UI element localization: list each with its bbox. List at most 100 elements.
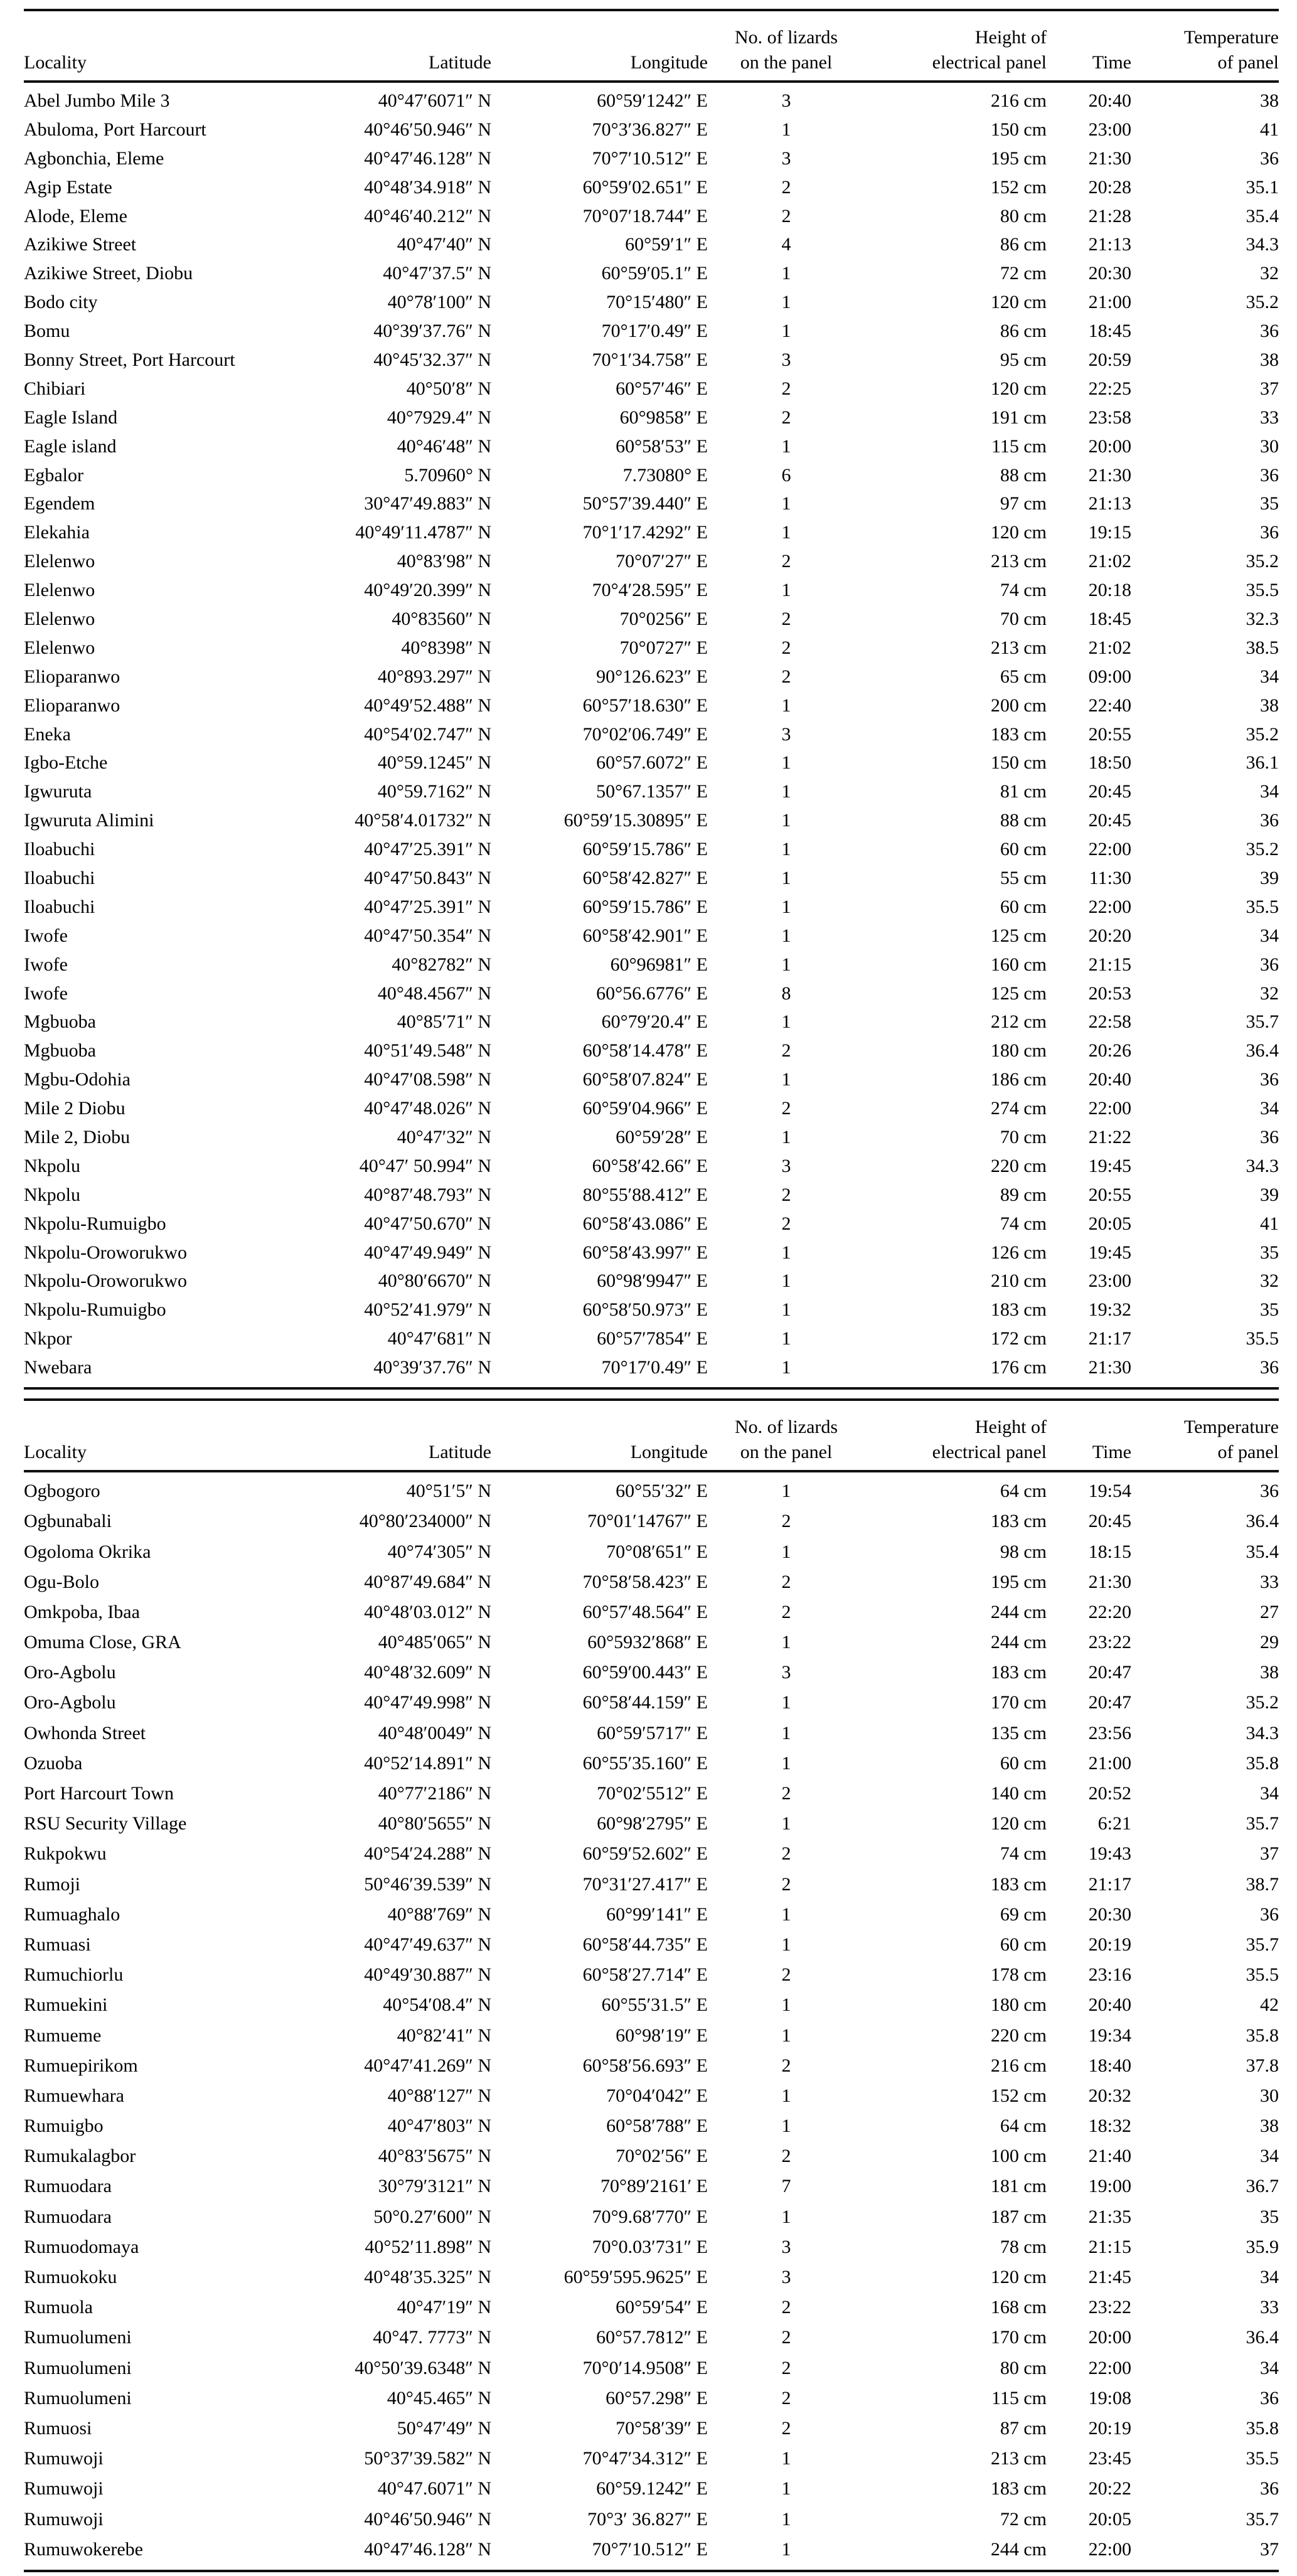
cell-time: 21:22 — [1088, 1127, 1131, 1147]
cell-time: 20:45 — [1088, 1511, 1131, 1532]
cell-lizard-count: 4 — [781, 234, 791, 255]
cell-longitude: 70°89′2161′ E — [600, 2176, 708, 2197]
cell-panel-height: 120 cm — [990, 522, 1047, 543]
cell-temperature: 37 — [1260, 2538, 1279, 2560]
cell-longitude: 70°08′651″ E — [606, 1541, 708, 1562]
table-row: Rumuodara 50°0.27′600″ N 70°9.68′770″ E 1 18… — [24, 2202, 1279, 2232]
cell-temperature: 36 — [1260, 1903, 1279, 1925]
cell-temperature: 35 — [1260, 2206, 1279, 2227]
cell-temperature: 34 — [1260, 1783, 1279, 1804]
cell-panel-height: 274 cm — [990, 1098, 1047, 1119]
cell-latitude: 40°77′2186″ N — [378, 1783, 491, 1804]
cell-temperature: 35.5 — [1246, 896, 1279, 917]
cell-panel-height: 60 cm — [1000, 1934, 1047, 1955]
cell-temperature: 36 — [1260, 147, 1279, 169]
cell-locality: Mgbuoba — [24, 1040, 96, 1062]
cell-longitude: 60°58′42.827″ E — [582, 867, 708, 888]
cell-latitude: 40°48′34.918″ N — [364, 176, 491, 198]
cell-locality: Rumuolumeni — [24, 2387, 132, 2408]
column-header-latitude-label: Latitude — [429, 1442, 491, 1463]
cell-lizard-count: 7 — [781, 2176, 791, 2197]
column-header-lizards: No. of lizards on the panel — [708, 1415, 865, 1470]
cell-locality: Bodo city — [24, 292, 98, 313]
cell-panel-height: 170 cm — [990, 1692, 1047, 1713]
cell-panel-height: 100 cm — [990, 2146, 1047, 2167]
cell-lizard-count: 1 — [781, 1632, 791, 1653]
cell-panel-height: 216 cm — [990, 2055, 1047, 2076]
cell-latitude: 40°80′6670″ N — [378, 1270, 491, 1292]
cell-latitude: 40°45′32.37″ N — [373, 349, 491, 370]
cell-temperature: 38 — [1260, 90, 1279, 111]
cell-latitude: 40°74′305″ N — [387, 1541, 491, 1562]
column-header-longitude-label: Longitude — [630, 1442, 708, 1463]
cell-time: 21:15 — [1088, 2236, 1131, 2257]
cell-time: 20:20 — [1088, 925, 1131, 946]
cell-time: 21:45 — [1088, 2267, 1131, 2288]
cell-temperature: 35.2 — [1246, 1692, 1279, 1713]
cell-longitude: 60°59′00.443″ E — [582, 1662, 708, 1683]
cell-panel-height: 80 cm — [1000, 2357, 1047, 2378]
cell-latitude: 40°49′30.887″ N — [364, 1964, 491, 1986]
cell-panel-height: 183 cm — [990, 2478, 1047, 2499]
cell-locality: Port Harcourt Town — [24, 1783, 174, 1804]
cell-panel-height: 244 cm — [990, 1601, 1047, 1622]
cell-locality: Omuma Close, GRA — [24, 1632, 181, 1653]
cell-longitude: 70°31′27.417″ E — [582, 1873, 708, 1895]
cell-latitude: 40°51′49.548″ N — [364, 1040, 491, 1062]
table-row: Elioparanwo 40°893.297″ N 90°126.623″ E 2 65… — [24, 663, 1279, 691]
cell-longitude: 70°0727″ E — [619, 637, 708, 658]
cell-longitude: 60°58′43.997″ E — [582, 1242, 708, 1263]
cell-lizard-count: 3 — [781, 1662, 791, 1683]
table-row: Azikiwe Street, Diobu 40°47′37.5″ N 60°59′… — [24, 259, 1279, 288]
cell-panel-height: 72 cm — [1000, 263, 1047, 284]
cell-locality: Ogoloma Okrika — [24, 1541, 151, 1562]
cell-time: 19:00 — [1088, 2176, 1131, 2197]
cell-latitude: 40°87′49.684″ N — [364, 1571, 491, 1592]
cell-panel-height: 80 cm — [1000, 205, 1047, 226]
cell-panel-height: 150 cm — [990, 119, 1047, 140]
cell-locality: Mgbu-Odohia — [24, 1069, 131, 1090]
column-header-temperature-line2: of panel — [1217, 52, 1279, 73]
cell-temperature: 35.4 — [1246, 1541, 1279, 1562]
cell-lizard-count: 1 — [781, 1541, 791, 1562]
cell-longitude: 60°59′1″ E — [625, 234, 708, 255]
cell-locality: Agip Estate — [24, 176, 112, 198]
cell-temperature: 35.5 — [1246, 2448, 1279, 2469]
cell-longitude: 60°59.1242″ E — [596, 2478, 708, 2499]
cell-lizard-count: 2 — [781, 1213, 791, 1234]
cell-temperature: 35.2 — [1246, 723, 1279, 745]
cell-time: 20:40 — [1088, 1994, 1131, 2016]
cell-locality: Elelenwo — [24, 551, 95, 572]
cell-longitude: 60°55′31.5″ E — [601, 1994, 708, 2016]
cell-time: 19:43 — [1088, 1843, 1131, 1865]
cell-longitude: 60°98′9947″ E — [597, 1270, 708, 1292]
cell-latitude: 40°85′71″ N — [397, 1011, 491, 1033]
cell-lizard-count: 2 — [781, 1601, 791, 1622]
cell-temperature: 38 — [1260, 1662, 1279, 1683]
cell-panel-height: 120 cm — [990, 2267, 1047, 2288]
cell-time: 20:19 — [1088, 2417, 1131, 2439]
cell-lizard-count: 2 — [781, 1184, 791, 1205]
column-header-height: Height of electrical panel — [865, 25, 1047, 80]
cell-locality: Nkpolu — [24, 1155, 80, 1176]
cell-time: 23:22 — [1088, 1632, 1131, 1653]
cell-lizard-count: 1 — [781, 1357, 791, 1378]
cell-latitude: 50°37′39.582″ N — [364, 2448, 491, 2469]
table-row: Rumuepirikom 40°47′41.269″ N 60°58′56.693″… — [24, 2051, 1279, 2081]
column-header-height-line2: electrical panel — [932, 52, 1047, 73]
cell-time: 23:22 — [1088, 2297, 1131, 2318]
cell-lizard-count: 1 — [781, 1270, 791, 1292]
cell-latitude: 40°48′35.325″ N — [364, 2267, 491, 2288]
cell-temperature: 35.8 — [1246, 2417, 1279, 2439]
cell-longitude: 70°02′06.749″ E — [582, 723, 708, 745]
cell-latitude: 50°0.27′600″ N — [373, 2206, 491, 2227]
cell-lizard-count: 1 — [781, 2085, 791, 2106]
cell-latitude: 40°47′40″ N — [397, 234, 491, 255]
cell-temperature: 37 — [1260, 378, 1279, 399]
cell-longitude: 60°9858″ E — [619, 407, 708, 428]
cell-panel-height: 168 cm — [990, 2297, 1047, 2318]
cell-lizard-count: 1 — [781, 1722, 791, 1743]
table-row: Nkpolu-Oroworukwo 40°47′49.949″ N 60°58′43… — [24, 1238, 1279, 1267]
table-row: Rumuwoji 40°46′50.946″ N 70°3′ 36.827″ E 1 7… — [24, 2504, 1279, 2534]
cell-time: 20:18 — [1088, 580, 1131, 601]
